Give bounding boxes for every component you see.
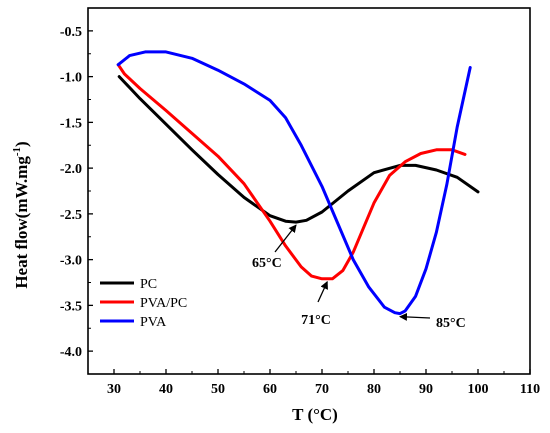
- annotation-arrow: [274, 224, 297, 253]
- x-tick-label: 50: [211, 382, 225, 397]
- x-axis-label: T (°C): [292, 405, 338, 424]
- legend: PC PVA/PC PVA: [100, 277, 187, 330]
- annotation-label: 65°C: [252, 256, 282, 271]
- x-tick-label: 80: [367, 382, 381, 397]
- plot-area: [116, 50, 480, 316]
- annotation-arrow: [399, 312, 431, 321]
- x-tick-label: 70: [315, 382, 329, 397]
- series-line-pc: [117, 75, 480, 224]
- x-tick-label: 110: [520, 382, 540, 397]
- y-tick-label: -0.5: [60, 25, 82, 40]
- y-axis: -0.5 -1.0 -1.5 -2.0 -2.5 -3.0 -3.5 -4.0: [60, 7, 93, 375]
- y-tick-label: -1.0: [60, 71, 82, 86]
- x-tick-label: 30: [107, 382, 121, 397]
- legend-label: PC: [140, 277, 157, 292]
- y-tick-label: -3.5: [60, 299, 82, 314]
- annotation-label: 85°C: [436, 316, 466, 331]
- annotation-label: 71°C: [301, 313, 331, 328]
- series-line-pva-pc: [116, 63, 467, 281]
- legend-label: PVA: [140, 315, 167, 330]
- annotation-arrow: [317, 280, 328, 303]
- x-tick-label: 90: [419, 382, 433, 397]
- annotations: 65°C 71°C 85°C: [252, 224, 466, 331]
- y-tick-label: -4.0: [60, 345, 82, 360]
- y-axis-label: Heat flow(mW.mg-1): [11, 141, 31, 288]
- x-tick-label: 60: [263, 382, 277, 397]
- y-tick-label: -2.5: [60, 208, 82, 223]
- series-line-pva: [116, 50, 472, 316]
- y-tick-label: -1.5: [60, 116, 82, 131]
- x-tick-label: 100: [468, 382, 489, 397]
- y-tick-label: -2.0: [60, 162, 82, 177]
- y-tick-label: -3.0: [60, 254, 82, 269]
- legend-label: PVA/PC: [140, 296, 187, 311]
- x-axis: 30 40 50 60 70 80 90 100 110: [87, 369, 540, 397]
- x-tick-label: 40: [159, 382, 173, 397]
